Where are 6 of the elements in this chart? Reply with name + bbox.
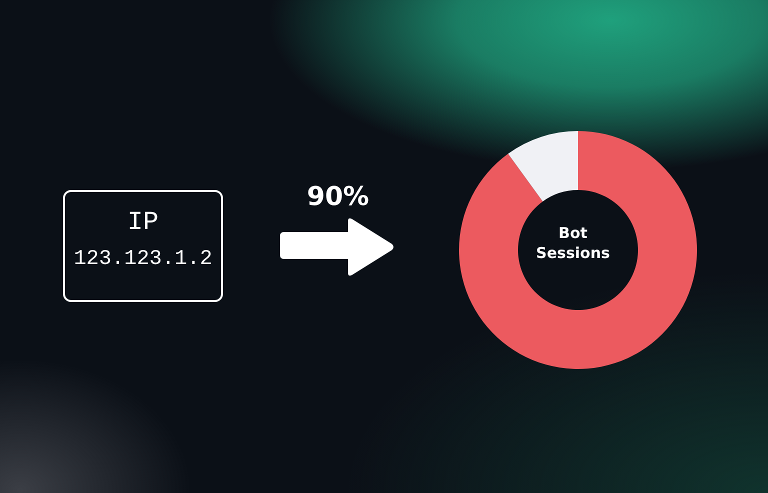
- text: 90%: [306, 181, 370, 213]
- text: Bot Sessions: [535, 223, 611, 263]
- donut-slice: [508, 131, 578, 202]
- donut-slice: [459, 131, 697, 369]
- text: IP: [126, 207, 160, 237]
- text: 123.123.1.2: [72, 247, 214, 273]
